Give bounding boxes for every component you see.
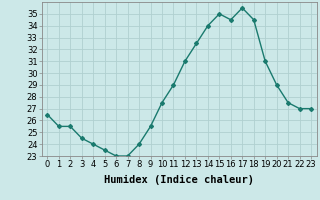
X-axis label: Humidex (Indice chaleur): Humidex (Indice chaleur) xyxy=(104,175,254,185)
